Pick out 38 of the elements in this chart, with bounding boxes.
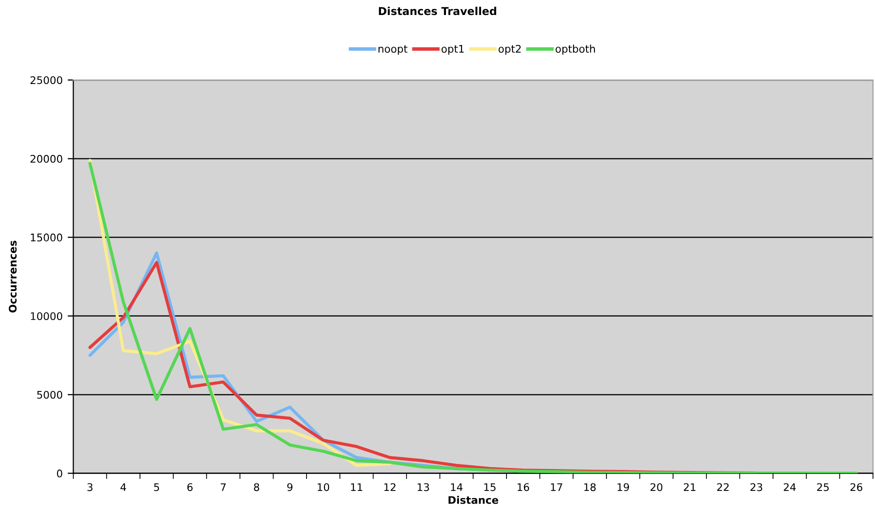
x-tick-label: 16	[518, 483, 530, 492]
line-series	[88, 162, 858, 474]
legend-label: opt2	[498, 44, 521, 55]
x-tick-label: 5	[154, 483, 160, 492]
legend-label: opt1	[442, 45, 464, 55]
x-tick-label: 25	[817, 483, 829, 492]
y-tick-label: 10000	[30, 312, 62, 320]
x-tick-label: 12	[384, 483, 396, 491]
x-tick-label: 22	[717, 483, 729, 491]
chart-title: Distances Travelled	[378, 6, 496, 16]
x-tick-label: 18	[584, 483, 596, 492]
x-tick-label: 8	[254, 483, 260, 492]
x-tick-label: 6	[187, 483, 193, 492]
x-axis-title: Distance	[448, 496, 498, 504]
x-tick-label: 15	[484, 483, 496, 492]
y-tick-label: 5000	[37, 390, 62, 399]
x-tick-label: 4	[120, 483, 126, 491]
x-tick-label: 26	[850, 483, 862, 492]
y-tick-label: 15000	[30, 234, 62, 242]
x-tick-label: 7	[220, 483, 226, 491]
x-tick-label: 20	[650, 483, 662, 492]
y-tick-label: 0	[56, 470, 62, 478]
y-tick-label: 20000	[30, 154, 62, 163]
x-tick-label: 9	[287, 483, 292, 492]
x-tick-label: 23	[750, 483, 762, 492]
y-axis-title: Occurrences	[8, 240, 17, 313]
x-tick-label: 19	[618, 483, 629, 492]
x-tick-label: 3	[87, 483, 92, 492]
legend-label: optboth	[556, 44, 595, 55]
x-tick-label: 24	[784, 483, 796, 491]
x-tick-label: 17	[550, 483, 562, 491]
x-tick-label: 13	[418, 483, 429, 492]
legend-label: noopt	[378, 45, 408, 55]
x-tick-label: 14	[451, 483, 463, 491]
y-tick-label: 25000	[30, 76, 62, 84]
x-tick-label: 21	[684, 483, 696, 491]
x-tick-label: 10	[318, 483, 330, 492]
x-tick-label: 11	[351, 483, 362, 491]
